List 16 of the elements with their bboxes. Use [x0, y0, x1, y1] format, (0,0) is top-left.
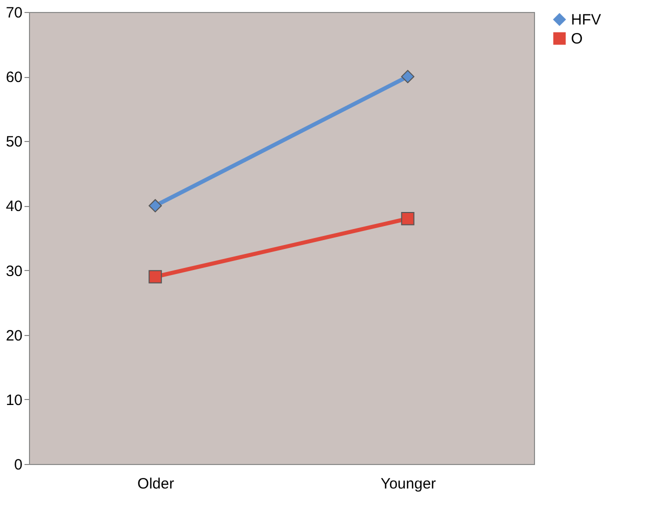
point [148, 270, 162, 284]
point [148, 199, 162, 212]
y-tick-label: 60 [6, 69, 22, 86]
x-tick-label: Older [137, 476, 174, 492]
y-tick-label: 50 [6, 134, 22, 151]
y-tick-label: 30 [6, 262, 22, 280]
point [401, 70, 414, 84]
point [401, 212, 414, 226]
y-tick-label: 70 [6, 4, 22, 22]
y-tick-label: 40 [6, 198, 22, 216]
y-tick-label: 20 [6, 327, 22, 344]
y-tick-label: 10 [6, 392, 22, 409]
legend-label: HFV [571, 12, 601, 28]
legend-label: O [571, 30, 583, 48]
x-tick-label: Younger [380, 476, 436, 492]
y-tick-label: 0 [14, 456, 22, 474]
